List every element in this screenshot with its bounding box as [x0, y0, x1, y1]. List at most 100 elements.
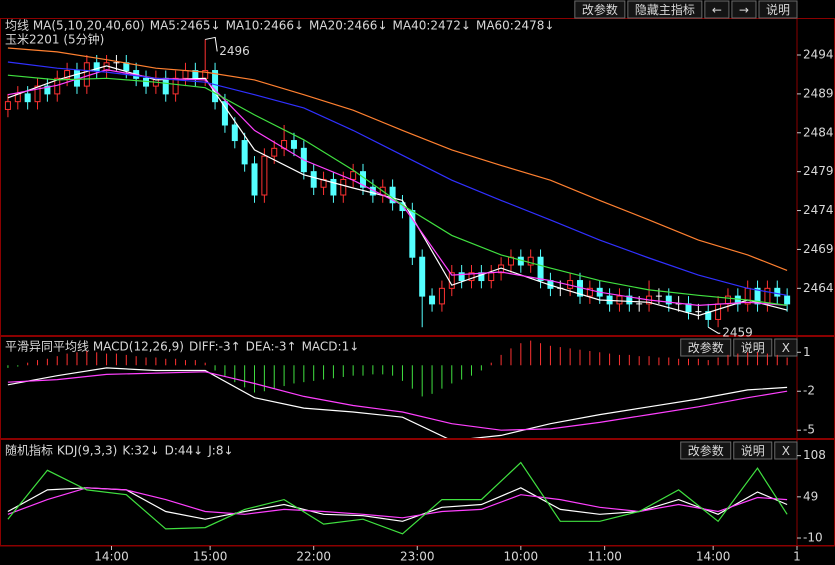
button-label: X: [782, 444, 790, 458]
candle-body: [419, 256, 426, 297]
y-tick-label: 1: [803, 345, 811, 359]
legend-entry: 随机指标 KDJ(9,3,3): [5, 443, 117, 458]
button-frame: [733, 338, 773, 357]
indicator-line: [7, 371, 788, 431]
indicator-line: [7, 367, 788, 438]
x-tick-label: 10:00: [504, 550, 539, 564]
legend-entry: MA60:2478↓: [476, 19, 554, 33]
button-frame: [680, 338, 732, 357]
button-label: 改参数: [582, 2, 618, 17]
legend-entry: 平滑异同平均线 MACD(12,26,9): [5, 340, 184, 354]
candle-body: [261, 155, 268, 196]
legend-entry: 均线 MA(5,10,20,40,60): [5, 19, 145, 33]
y-tick-label: -5: [803, 423, 815, 437]
annotation-pointer: [707, 326, 721, 334]
candle-body: [93, 62, 100, 72]
legend-entry: J:8↓: [207, 444, 233, 458]
button[interactable]: 隐藏主指标: [627, 0, 703, 19]
candle-body: [537, 256, 544, 282]
button-frame: [704, 0, 730, 19]
candle-body: [734, 295, 741, 305]
candle-body: [64, 70, 71, 79]
indicator-line: [7, 47, 788, 271]
candle-body: [143, 77, 150, 87]
button-frame: [774, 338, 798, 357]
button-label: 改参数: [688, 443, 724, 458]
candle-body: [616, 295, 623, 305]
candle-body: [221, 101, 228, 126]
x-tick-label: 15:00: [193, 550, 228, 564]
button-frame: [733, 441, 773, 460]
candle-body: [350, 171, 357, 180]
legend-entry: D:44↓: [165, 444, 204, 458]
candle-body: [320, 178, 327, 188]
button[interactable]: →: [731, 0, 757, 19]
annotation-pointer: [205, 36, 218, 52]
candle-body: [4, 101, 11, 110]
candle-body: [458, 272, 465, 282]
button[interactable]: X: [774, 441, 798, 460]
x-tick-label: 11:00: [587, 550, 622, 564]
candle-body: [389, 186, 396, 204]
annotation: 2459: [722, 326, 753, 340]
x-tick-label: 1: [793, 550, 801, 564]
candle-body: [488, 272, 495, 282]
y-tick-label: -10: [803, 531, 823, 545]
indicator-line: [7, 74, 788, 306]
button[interactable]: 改参数: [680, 338, 732, 357]
y-tick-label: 2474: [803, 203, 834, 217]
button-frame: [758, 0, 798, 19]
button-label: 隐藏主指标: [635, 2, 695, 17]
candle-body: [44, 85, 51, 95]
legend-entry: MA40:2472↓: [393, 19, 471, 33]
x-tick-label: 22:00: [296, 550, 331, 564]
candle-body: [241, 140, 248, 165]
x-tick-label: 14:00: [94, 550, 129, 564]
candle-body: [310, 171, 317, 188]
button[interactable]: 说明: [733, 441, 773, 460]
button[interactable]: 说明: [733, 338, 773, 357]
y-tick-label: -2: [803, 384, 815, 398]
y-tick-label: 2464: [803, 281, 834, 295]
candle-body: [527, 256, 534, 266]
candle-body: [24, 93, 31, 103]
candle-body: [665, 295, 672, 305]
indicator-line: [7, 487, 788, 522]
legend-entry: DIFF:-3↑: [189, 340, 241, 354]
legend-entry: DEA:-3↑: [246, 340, 297, 354]
button[interactable]: 说明: [758, 0, 798, 19]
candle-body: [330, 178, 337, 196]
candle-body: [340, 178, 347, 196]
candle-body: [764, 287, 771, 305]
chart-subtitle: 玉米2201 (5分钟): [5, 32, 104, 47]
y-tick-label: 2484: [803, 125, 834, 139]
button-label: 说明: [741, 340, 765, 355]
button[interactable]: X: [774, 338, 798, 357]
candle-body: [429, 295, 436, 305]
y-tick-label: 2469: [803, 242, 834, 256]
button[interactable]: 改参数: [680, 441, 732, 460]
y-tick-label: 2494: [803, 48, 834, 62]
legend-entry: K:32↓: [122, 444, 159, 458]
button[interactable]: ←: [704, 0, 730, 19]
candle-body: [162, 77, 169, 95]
candle-body: [271, 147, 278, 157]
candle-body: [705, 311, 712, 320]
candle-body: [784, 295, 791, 305]
y-tick-label: 108: [803, 448, 826, 462]
button-frame: [774, 441, 798, 460]
candle-body: [438, 287, 445, 305]
legend-entry: MA5:2465↓: [150, 19, 221, 33]
candle-body: [744, 287, 751, 305]
button-frame: [680, 441, 732, 460]
button-label: X: [782, 341, 790, 355]
candle-body: [83, 62, 90, 87]
annotation: 2496: [219, 44, 250, 58]
candle-body: [586, 287, 593, 297]
button[interactable]: 改参数: [574, 0, 626, 19]
candle-body: [774, 287, 781, 297]
candle-body: [172, 77, 179, 95]
candle-body: [231, 124, 238, 142]
